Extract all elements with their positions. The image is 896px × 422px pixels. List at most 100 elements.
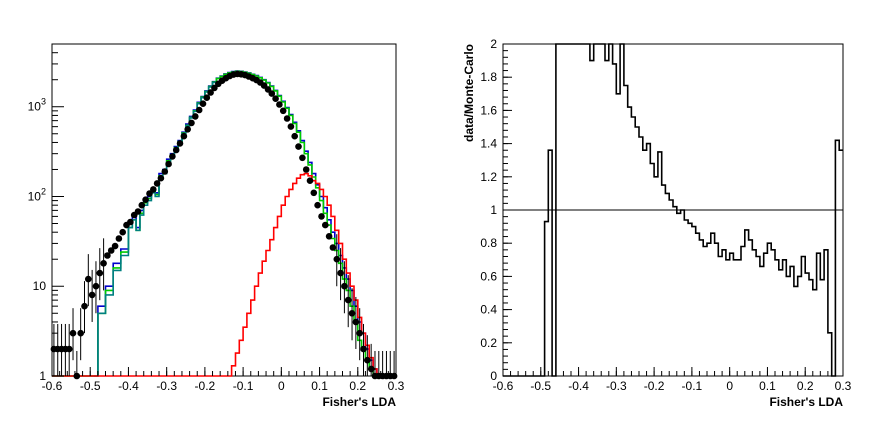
data-point — [184, 126, 191, 133]
data-point — [69, 329, 77, 337]
data-point — [85, 275, 92, 283]
data-point — [77, 329, 84, 337]
data-point — [211, 84, 218, 92]
data-point — [344, 296, 352, 304]
y-tick-label: 2 — [490, 37, 497, 51]
x-tick-label: -0.3 — [606, 379, 627, 393]
x-tick-label: 0.3 — [388, 379, 405, 393]
data-point — [367, 365, 375, 373]
histogram-blue-series — [52, 70, 396, 377]
histogram-green-series — [52, 70, 396, 377]
data-point — [138, 201, 146, 209]
x-tick-label: 0 — [278, 379, 285, 393]
data-point — [88, 291, 96, 299]
y-tick-label: 1.4 — [480, 137, 497, 151]
data-point — [142, 196, 149, 203]
y-tick-label: 0.4 — [480, 303, 497, 317]
x-tick-label: 0.3 — [835, 379, 852, 393]
data-point — [325, 233, 333, 240]
histogram-red-series — [52, 172, 396, 377]
data-point — [188, 119, 195, 127]
data-point — [268, 90, 276, 97]
x-tick-label: -0.3 — [156, 379, 177, 393]
x-tick-label: -0.4 — [118, 379, 139, 393]
x-tick-label: -0.6 — [493, 379, 514, 393]
data-point — [329, 244, 337, 251]
data-point — [364, 356, 371, 364]
data-point — [322, 221, 329, 229]
data-point — [161, 168, 169, 175]
y-tick-label: 0.8 — [480, 236, 497, 250]
x-axis-label: Fisher's LDA — [322, 395, 396, 409]
x-tick-label: -0.2 — [644, 379, 665, 393]
data-point — [134, 208, 142, 215]
data-point — [157, 174, 165, 182]
data-point — [310, 189, 318, 197]
y-tick-label: 10 — [33, 279, 47, 293]
y-tick-label: 0.2 — [480, 336, 497, 350]
data-point — [195, 106, 203, 114]
y-axis-label: data/Monte-Carlo — [462, 44, 476, 142]
data-point — [356, 329, 364, 337]
x-tick-label: -0.2 — [195, 379, 216, 393]
y-tick-label: 102 — [28, 186, 46, 203]
data-point — [299, 154, 306, 162]
data-point — [341, 282, 348, 290]
data-point — [96, 269, 104, 277]
data-point — [306, 177, 314, 184]
data-point — [291, 132, 299, 140]
y-tick-label: 1 — [39, 369, 46, 383]
data-point — [295, 143, 302, 150]
data-point — [272, 95, 279, 102]
x-tick-label: 0 — [726, 379, 733, 393]
data-point — [92, 282, 100, 290]
plot-frame — [51, 43, 397, 377]
data-point — [176, 140, 184, 147]
data-point — [318, 213, 325, 220]
y-tick-label: 0 — [490, 369, 497, 383]
data-point — [207, 89, 214, 96]
y-tick-label: 1.2 — [480, 170, 497, 184]
x-tick-label: 0.2 — [349, 379, 366, 393]
data-point — [180, 132, 188, 140]
data-point — [333, 255, 341, 263]
x-tick-label: 0.1 — [311, 379, 328, 393]
data-point — [111, 242, 119, 250]
x-tick-label: 0.1 — [759, 379, 776, 393]
data-point — [107, 247, 115, 254]
data-point — [115, 235, 123, 242]
data-point — [264, 86, 272, 93]
ratio-series — [503, 43, 843, 377]
data-point — [127, 218, 134, 226]
data-point — [302, 166, 310, 173]
histogram-teal-series — [94, 81, 217, 377]
x-tick-label: -0.6 — [42, 379, 63, 393]
data-point — [150, 186, 157, 193]
x-tick-label: -0.4 — [568, 379, 589, 393]
data-point — [276, 101, 283, 108]
x-tick-label: -0.5 — [530, 379, 551, 393]
data-point — [165, 160, 172, 168]
data-point — [314, 201, 321, 209]
y-tick-label: 1 — [490, 203, 497, 217]
data-point — [65, 345, 73, 353]
data-point — [192, 113, 199, 120]
data-point — [119, 228, 126, 236]
data-point — [348, 310, 356, 317]
data-point — [81, 302, 88, 310]
data-point — [100, 260, 107, 267]
x-tick-label: -0.5 — [80, 379, 101, 393]
data-point — [104, 252, 111, 259]
x-axis-label: Fisher's LDA — [769, 395, 843, 409]
data-point — [337, 269, 344, 277]
data-point — [172, 146, 180, 154]
x-tick-label: 0.2 — [797, 379, 814, 393]
data-point — [352, 318, 360, 326]
data-point — [203, 94, 211, 101]
data-point — [283, 115, 291, 122]
y-tick-label: 1.6 — [480, 103, 497, 117]
y-tick-label: 103 — [28, 97, 46, 114]
data-point — [199, 100, 207, 107]
data-point — [153, 180, 161, 187]
